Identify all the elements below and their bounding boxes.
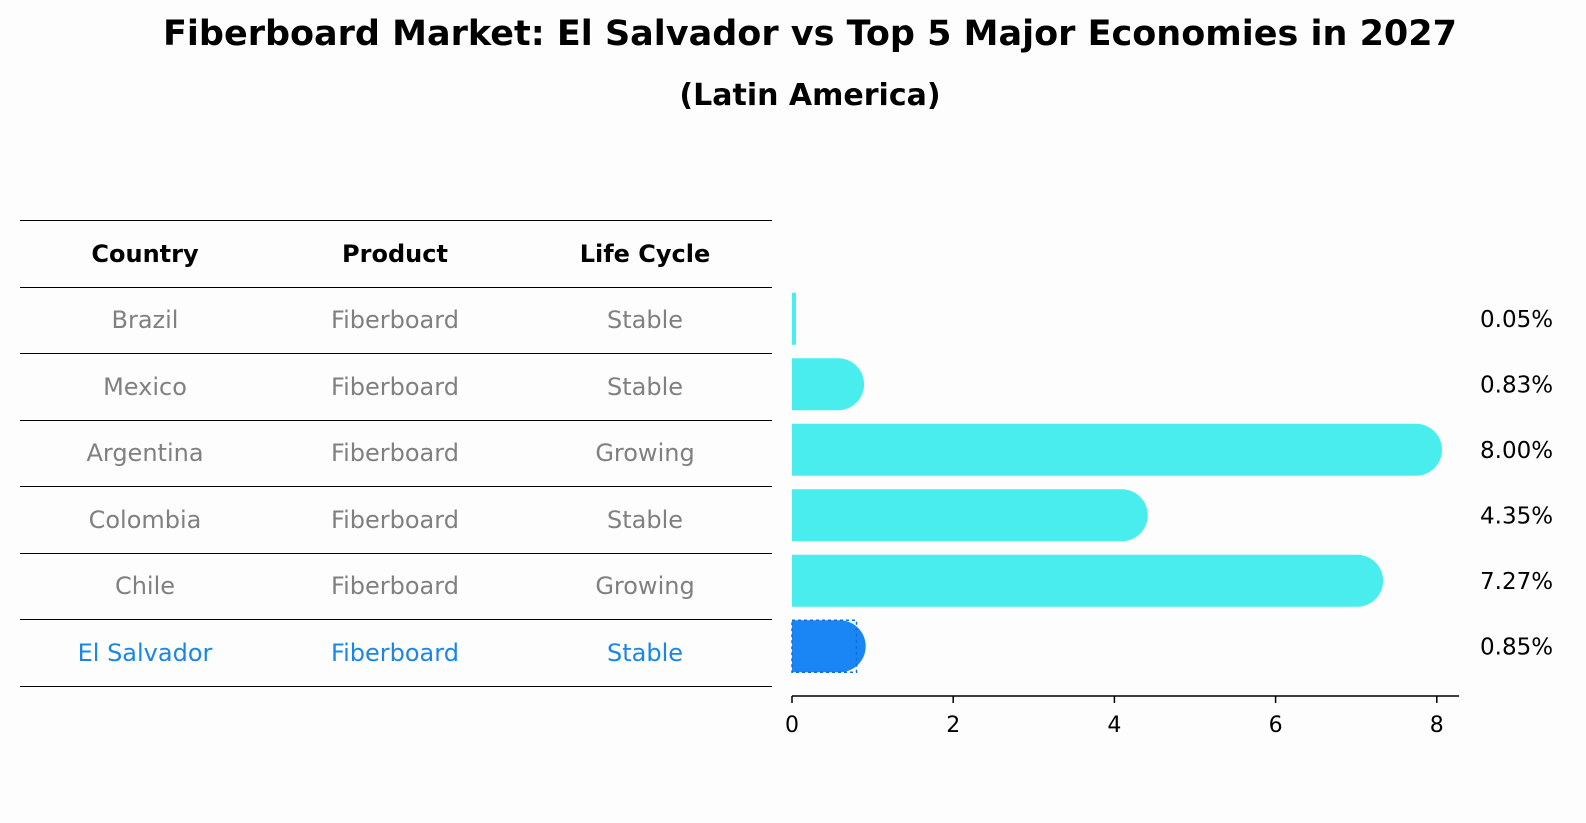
table-row: Brazil Fiberboard Stable bbox=[20, 286, 772, 354]
bar bbox=[792, 489, 1148, 542]
bar-outline bbox=[791, 619, 858, 673]
product-cell: Fiberboard bbox=[331, 372, 459, 401]
data-table: Country Product Life Cycle Brazil Fiberb… bbox=[20, 220, 772, 687]
value-label: 0.83% bbox=[1480, 372, 1553, 398]
table-row: Mexico Fiberboard Stable bbox=[20, 353, 772, 420]
table-row: Colombia Fiberboard Stable bbox=[20, 486, 772, 553]
country-cell: Mexico bbox=[103, 372, 187, 401]
table-row: Chile Fiberboard Growing bbox=[20, 552, 772, 620]
life-cycle-cell: Stable bbox=[606, 505, 684, 534]
life-cycle-cell: Growing bbox=[595, 439, 695, 468]
country-cell: Chile bbox=[114, 572, 176, 601]
bar bbox=[792, 423, 1442, 476]
x-tick-label: 8 bbox=[1430, 713, 1444, 738]
value-label: 0.85% bbox=[1480, 634, 1553, 660]
value-label: 0.05% bbox=[1480, 307, 1553, 333]
value-label: 8.00% bbox=[1480, 438, 1553, 464]
value-label: 7.27% bbox=[1480, 569, 1553, 595]
x-tick-label: 4 bbox=[1107, 713, 1121, 738]
value-label: 4.35% bbox=[1480, 503, 1553, 529]
chart-subtitle: (Latin America) bbox=[679, 78, 941, 113]
product-cell: Fiberboard bbox=[331, 572, 459, 601]
product-cell: Fiberboard bbox=[331, 638, 459, 667]
product-cell: Fiberboard bbox=[331, 439, 459, 468]
x-tick-label: 2 bbox=[946, 713, 960, 738]
life-cycle-cell: Stable bbox=[606, 638, 684, 667]
life-cycle-cell: Growing bbox=[595, 572, 695, 601]
country-cell: Colombia bbox=[88, 505, 202, 534]
header-product: Product bbox=[342, 239, 448, 268]
chart-title: Fiberboard Market: El Salvador vs Top 5 … bbox=[163, 14, 1457, 54]
bar bbox=[792, 292, 797, 345]
bar bbox=[792, 554, 1384, 607]
x-tick-label: 0 bbox=[785, 713, 799, 738]
product-cell: Fiberboard bbox=[331, 505, 459, 534]
x-tick-label: 6 bbox=[1269, 713, 1283, 738]
life-cycle-cell: Stable bbox=[606, 372, 684, 401]
life-cycle-cell: Stable bbox=[606, 306, 684, 335]
table-header-row: Country Product Life Cycle bbox=[20, 220, 772, 287]
product-cell: Fiberboard bbox=[331, 306, 459, 335]
header-life-cycle: Life Cycle bbox=[579, 239, 711, 268]
table-row-highlight: El Salvador Fiberboard Stable bbox=[20, 619, 772, 687]
country-cell: Brazil bbox=[111, 306, 179, 335]
country-cell: El Salvador bbox=[77, 638, 213, 667]
table-row: Argentina Fiberboard Growing bbox=[20, 419, 772, 487]
bar bbox=[792, 620, 866, 673]
country-cell: Argentina bbox=[86, 439, 204, 468]
header-country: Country bbox=[91, 239, 199, 268]
bar bbox=[792, 358, 865, 411]
